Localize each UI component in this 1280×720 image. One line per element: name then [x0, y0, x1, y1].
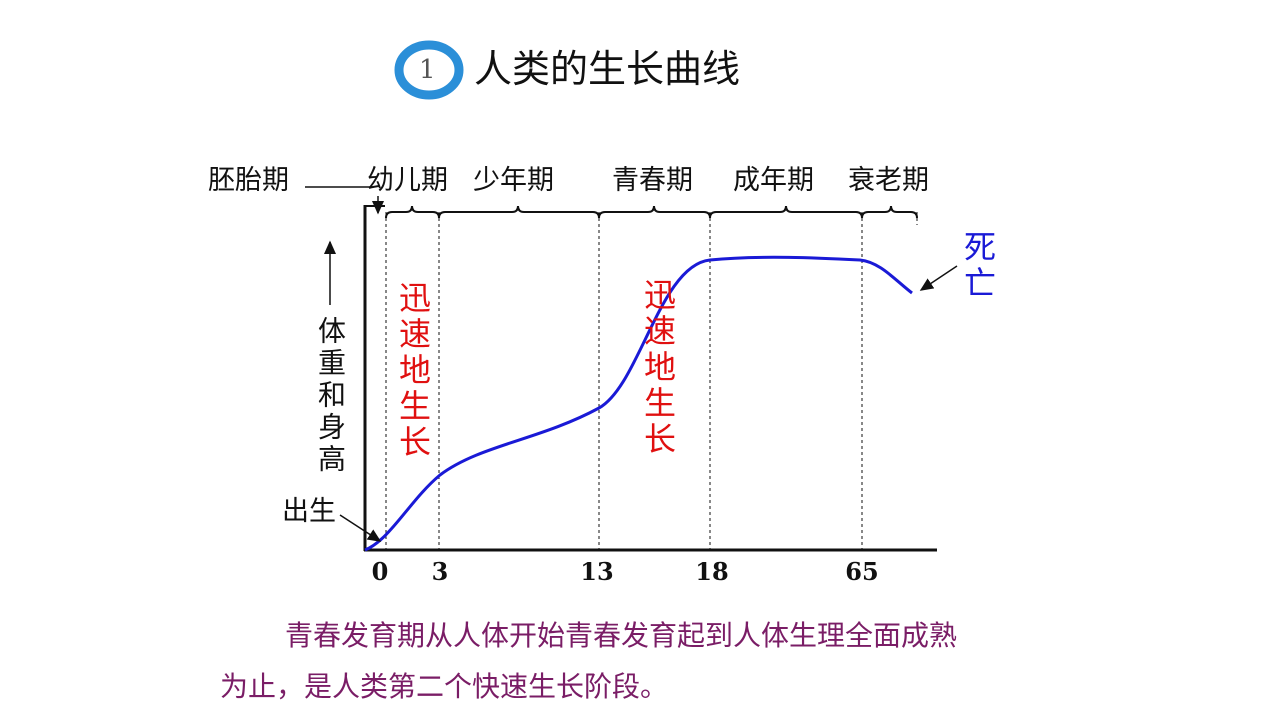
death-label: 死亡	[959, 230, 997, 302]
badge-circle	[394, 40, 464, 100]
braces	[385, 205, 918, 219]
dividers	[385, 212, 918, 550]
stage-label: 成年期	[733, 165, 814, 196]
x-tick-label: 65	[845, 557, 879, 586]
growth-label: 迅速地生长	[639, 278, 677, 458]
death-arrow	[919, 265, 958, 291]
growth-curve	[364, 255, 913, 552]
x-tick-label: 0	[371, 557, 389, 586]
x-tick-label: 18	[695, 557, 729, 586]
paragraph-line: 为止，是人类第二个快速生长阶段。	[220, 670, 669, 703]
birth-arrow	[339, 514, 382, 542]
x-tick-label: 3	[431, 557, 449, 586]
badge-number: 1	[419, 55, 436, 85]
stage-label: 少年期	[473, 165, 554, 196]
title: 人类的生长曲线	[474, 47, 741, 91]
birth-label: 出生	[282, 496, 336, 527]
y-axis-label: 体重和身高	[314, 316, 347, 476]
stage-label: 胚胎期	[208, 165, 289, 196]
x-tick-label: 13	[580, 557, 614, 586]
stage-label: 衰老期	[848, 165, 929, 196]
paragraph-line: 青春发育期从人体开始青春发育起到人体生理全面成熟	[285, 619, 958, 652]
growth-label: 迅速地生长	[394, 281, 432, 461]
stage-label: 青春期	[612, 165, 693, 196]
stage-label: 幼儿期	[367, 165, 448, 196]
